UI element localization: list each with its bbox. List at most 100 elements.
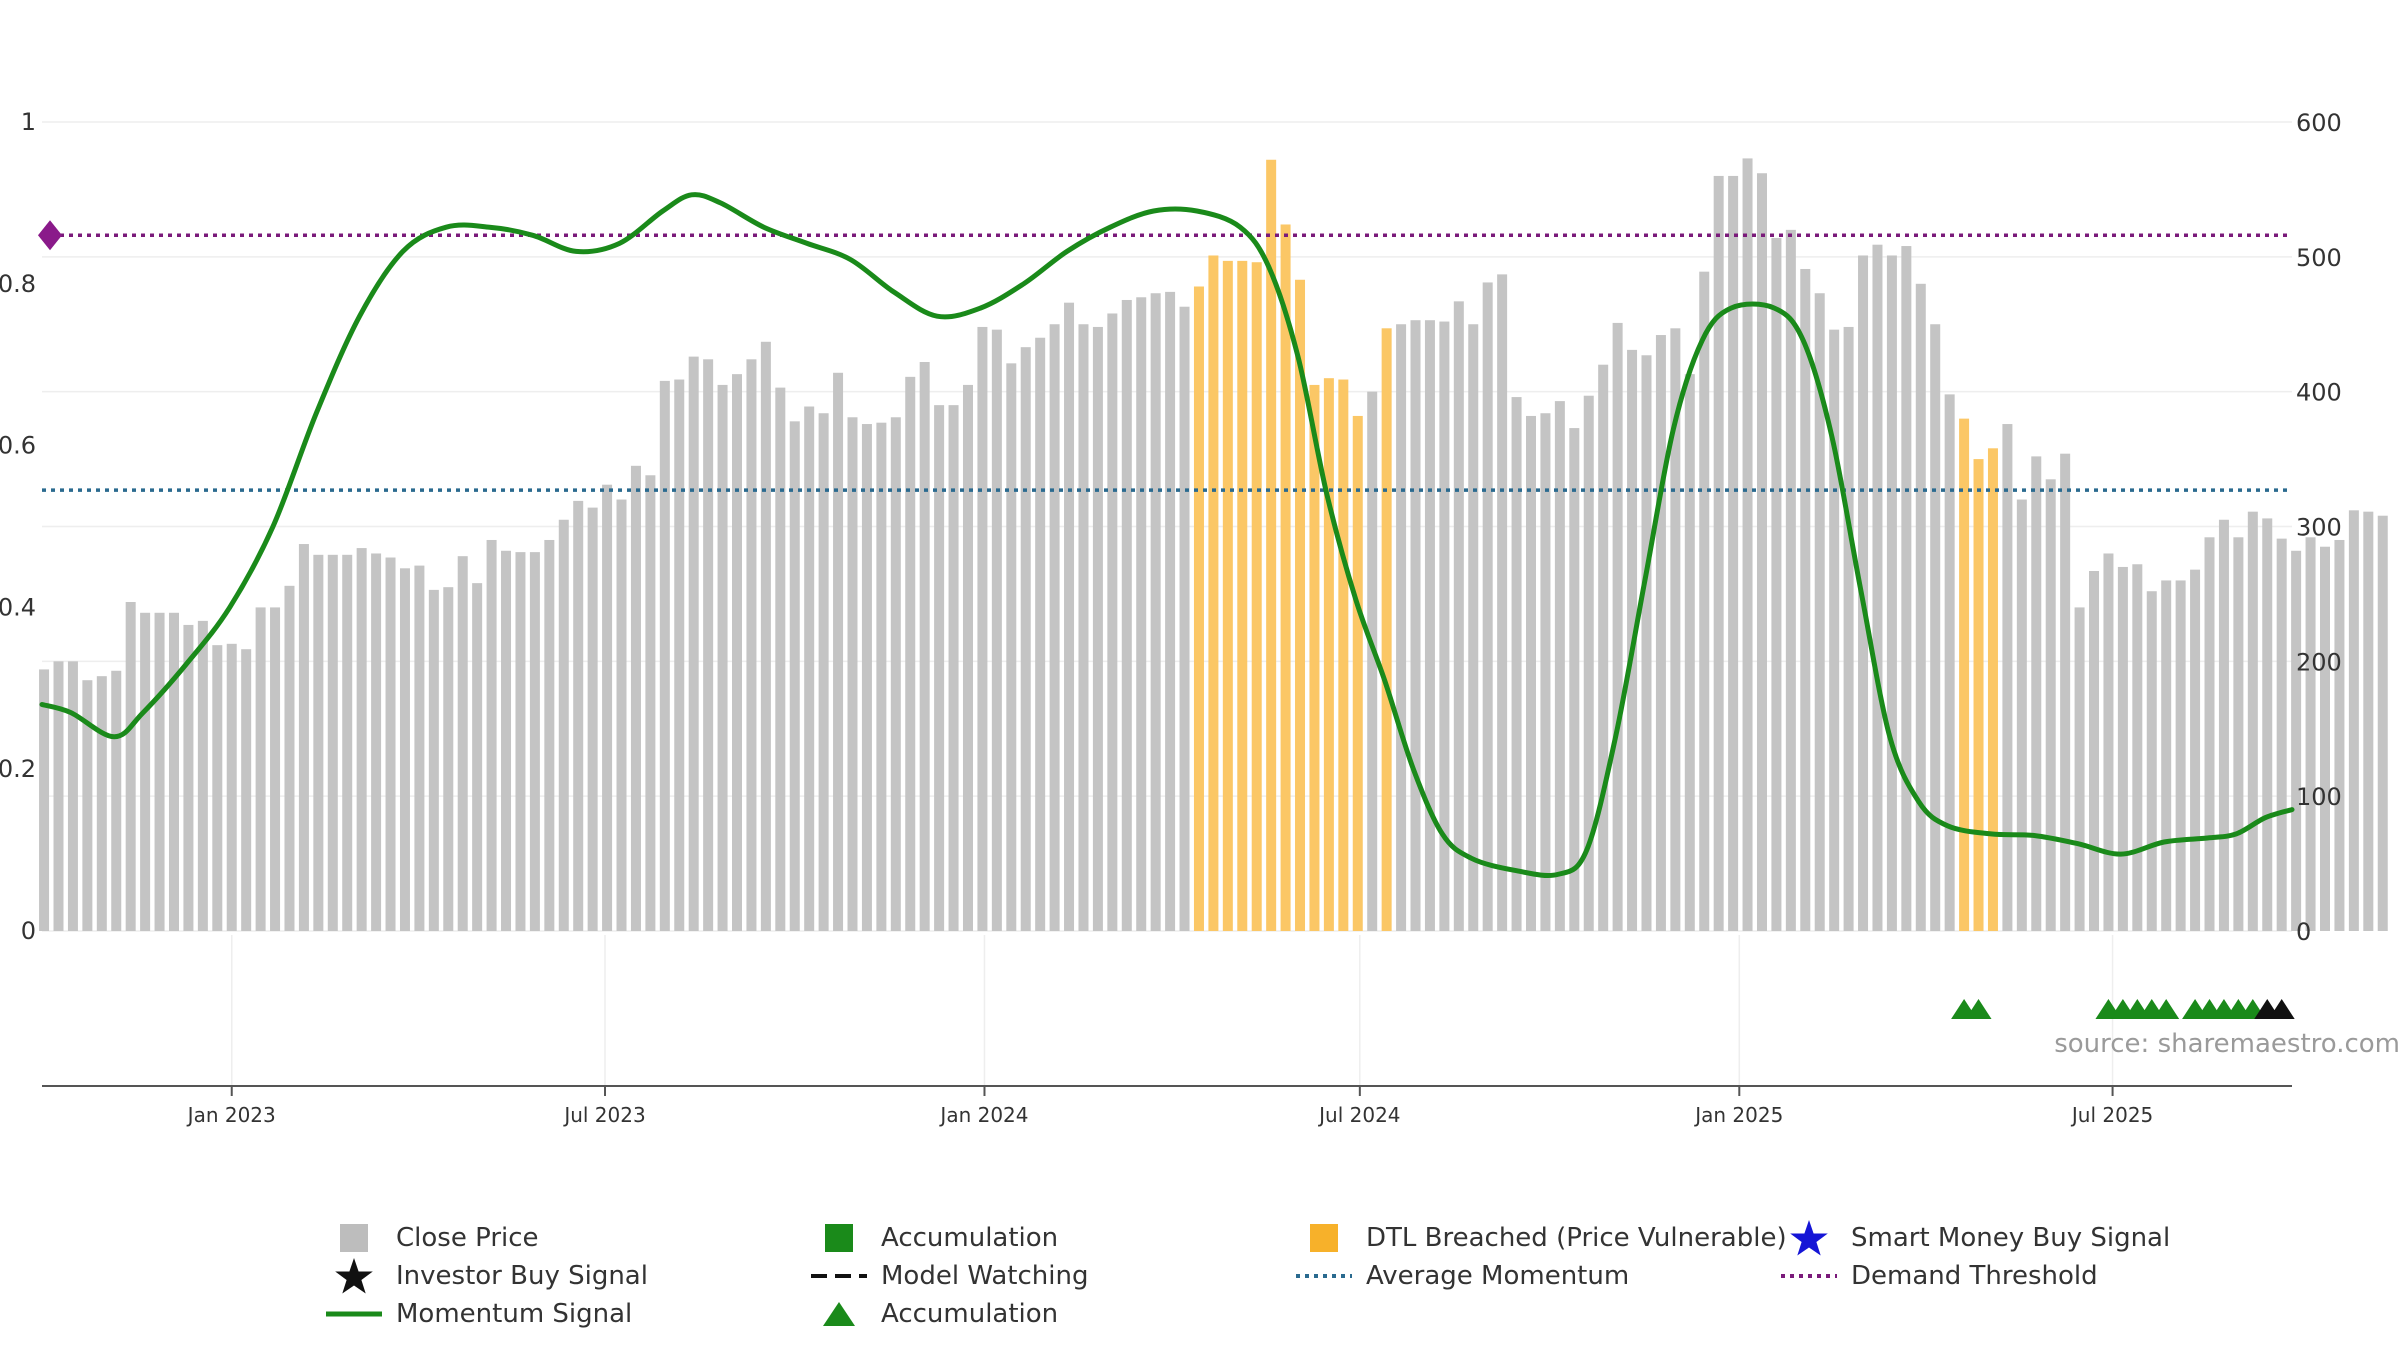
- price-bar: [2132, 564, 2143, 931]
- price-bar: [2103, 553, 2114, 931]
- price-bar: [1468, 324, 1479, 931]
- source-note[interactable]: source: sharemaestro.com: [2054, 1029, 2400, 1059]
- legend: Close Price Accumulation DTL Breached (P…: [0, 1200, 2400, 1340]
- price-bar: [1771, 237, 1782, 931]
- price-bar: [1511, 397, 1522, 931]
- close-price-swatch-icon: [340, 1224, 368, 1252]
- dtl-bar: [1280, 224, 1291, 931]
- price-bar: [2031, 456, 2042, 931]
- dash-line-icon: [811, 1274, 867, 1278]
- legend-item-dtl-breached[interactable]: DTL Breached (Price Vulnerable): [1290, 1220, 1787, 1256]
- price-bar: [1915, 283, 1926, 931]
- price-bar: [2045, 479, 2056, 931]
- close-price-bars: [39, 158, 2388, 932]
- price-bar: [1742, 158, 1753, 931]
- price-bar: [2377, 515, 2388, 931]
- price-bar: [1121, 299, 1132, 932]
- legend-item-close-price[interactable]: Close Price: [320, 1220, 539, 1256]
- price-bar: [2161, 580, 2172, 931]
- price-bar: [1453, 301, 1464, 931]
- price-bar: [2348, 510, 2359, 931]
- price-bar: [1655, 335, 1666, 932]
- price-bar: [53, 661, 64, 931]
- price-bar: [2074, 607, 2085, 931]
- dtl-bar: [1381, 328, 1392, 931]
- x-tick-label: Jul 2024: [1317, 1103, 1400, 1127]
- price-bar: [1367, 391, 1378, 932]
- price-bar: [212, 645, 223, 931]
- legend-label: Accumulation: [881, 1223, 1059, 1253]
- legend-item-smart-money[interactable]: Smart Money Buy Signal: [1775, 1220, 2170, 1256]
- price-bar: [948, 405, 959, 931]
- dtl-bar: [1338, 379, 1349, 931]
- price-bar: [342, 554, 353, 931]
- left-tick-label: 0.8: [0, 270, 36, 298]
- price-bar: [472, 583, 483, 931]
- price-bar: [789, 421, 800, 931]
- price-bar: [2089, 570, 2100, 931]
- price-bar: [2319, 546, 2330, 931]
- left-tick-label: 1: [21, 108, 36, 136]
- price-bar: [255, 607, 266, 931]
- price-bar: [1136, 297, 1147, 931]
- price-bar: [298, 544, 309, 931]
- price-bar: [515, 552, 526, 931]
- legend-item-accumulation-triangle[interactable]: Accumulation: [805, 1296, 1058, 1332]
- price-bar: [587, 507, 598, 931]
- price-bar: [876, 422, 887, 931]
- price-bar: [428, 589, 439, 931]
- legend-label: Close Price: [396, 1223, 539, 1253]
- legend-item-model-watching[interactable]: Model Watching: [805, 1258, 1088, 1294]
- dotted-line-icon: [1781, 1274, 1837, 1278]
- price-bar: [1699, 271, 1710, 931]
- x-tick-label: Jul 2023: [562, 1103, 645, 1127]
- right-tick-label: 100: [2296, 783, 2342, 811]
- price-bar: [1756, 173, 1767, 931]
- price-bar: [529, 552, 540, 931]
- price-bar: [991, 329, 1002, 932]
- price-bar: [1684, 374, 1695, 932]
- price-bar: [1020, 347, 1031, 932]
- demand-threshold-marker: [38, 220, 62, 251]
- chart: Jan 2023 Jul 2023 Jan 2024 Jul 2024 Jan 2025…: [0, 108, 2400, 1127]
- legend-label: Momentum Signal: [396, 1299, 633, 1329]
- x-tick-label: Jan 2024: [938, 1103, 1028, 1127]
- price-bar: [2276, 538, 2287, 931]
- price-bar: [645, 475, 656, 931]
- price-bar: [1078, 324, 1089, 931]
- price-bar: [775, 387, 786, 931]
- momentum-line-layer: [39, 192, 2295, 879]
- right-tick-label: 200: [2296, 648, 2342, 676]
- signal-markers: [1951, 999, 2295, 1019]
- price-bar: [2233, 537, 2244, 931]
- left-tick-label: 0.2: [0, 755, 36, 783]
- legend-item-accumulation-bar[interactable]: Accumulation: [805, 1220, 1058, 1256]
- price-bar: [847, 417, 858, 931]
- legend-item-average-momentum[interactable]: Average Momentum: [1290, 1258, 1629, 1294]
- price-bar: [270, 607, 281, 931]
- legend-item-investor-buy[interactable]: Investor Buy Signal: [320, 1258, 648, 1294]
- price-bar: [457, 556, 468, 931]
- legend-item-demand-threshold[interactable]: Demand Threshold: [1775, 1258, 2098, 1294]
- price-bar: [197, 620, 208, 931]
- price-bar: [96, 676, 107, 931]
- price-bar: [674, 379, 685, 931]
- legend-label: Model Watching: [881, 1261, 1089, 1291]
- price-bar: [2117, 566, 2128, 931]
- price-bar: [1944, 394, 1955, 931]
- price-bar: [977, 326, 988, 931]
- price-bar: [905, 376, 916, 932]
- dtl-bar: [1208, 255, 1219, 932]
- price-bar: [67, 661, 78, 931]
- price-bar: [1843, 326, 1854, 931]
- price-bar: [154, 612, 165, 931]
- price-bar: [1165, 291, 1176, 931]
- price-bar: [1670, 328, 1681, 931]
- black-star-icon: [335, 1258, 373, 1294]
- price-bar: [1930, 324, 1941, 931]
- threshold-lines: [38, 220, 2292, 492]
- price-bar: [1410, 320, 1421, 932]
- legend-item-momentum-signal[interactable]: Momentum Signal: [320, 1296, 632, 1332]
- dtl-bar: [1193, 286, 1204, 931]
- price-bar: [732, 374, 743, 932]
